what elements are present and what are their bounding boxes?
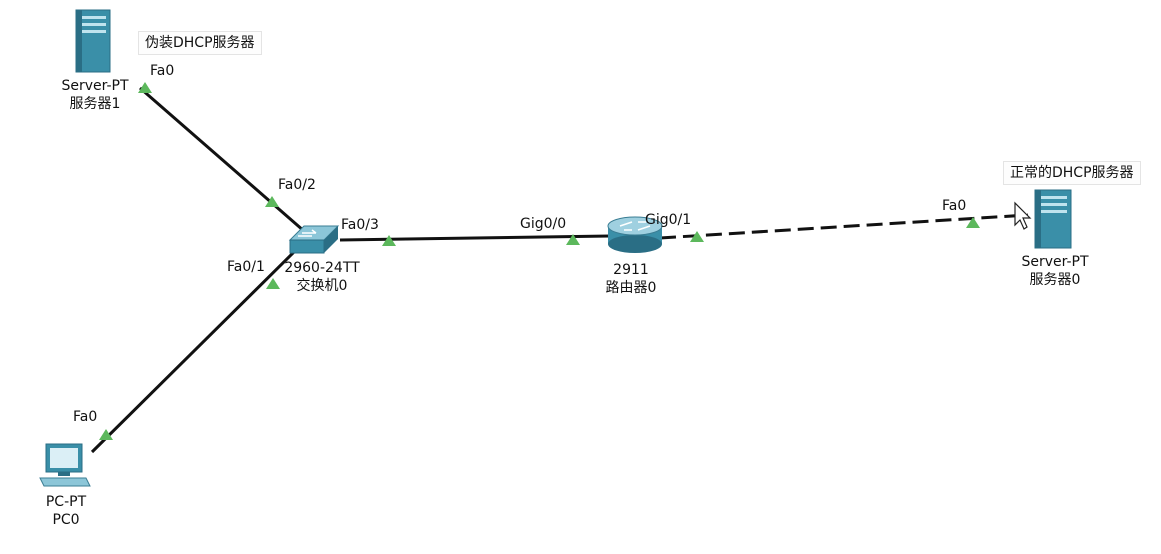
link-pc0-switch0[interactable] <box>90 248 298 454</box>
switch0-icon[interactable] <box>288 225 340 254</box>
port-indicator-router-gig00 <box>566 234 580 245</box>
switch0-port-fa02-label: Fa0/2 <box>278 177 316 193</box>
port-indicator-pc0-fa0 <box>99 429 113 440</box>
router0-icon[interactable] <box>607 216 663 253</box>
server1-note: 伪装DHCP服务器 <box>138 31 262 55</box>
link-server1-switch0[interactable] <box>139 86 313 240</box>
server1-port-label: Fa0 <box>150 63 175 79</box>
pc0-name-label: PC0 <box>52 512 80 528</box>
port-indicator-switch-fa01 <box>266 278 280 289</box>
router0-model-label: 2911 <box>613 262 649 278</box>
router0-name-label: 路由器0 <box>605 280 657 296</box>
link-router0-server0[interactable] <box>659 213 1029 240</box>
switch0-port-fa03-label: Fa0/3 <box>341 217 379 233</box>
port-indicator-switch-fa03 <box>382 235 396 246</box>
router0-port-gig01-label: Gig0/1 <box>645 212 692 228</box>
port-indicator-router-gig01 <box>690 231 704 242</box>
pc0-model-label: PC-PT <box>45 494 87 510</box>
mouse-cursor-icon <box>1014 201 1032 230</box>
switch0-port-fa01-label: Fa0/1 <box>227 259 265 275</box>
port-indicator-switch-fa02 <box>265 196 279 207</box>
switch0-model-label: 2960-24TT <box>284 260 360 276</box>
server0-model-label: Server-PT <box>1021 254 1089 270</box>
port-indicator-server1-fa0 <box>138 82 152 93</box>
pc0-port-label: Fa0 <box>73 409 98 425</box>
link-switch0-router0[interactable] <box>339 234 611 242</box>
server0-icon[interactable] <box>1034 189 1072 249</box>
switch0-name-label: 交换机0 <box>296 278 348 294</box>
server0-name-label: 服务器0 <box>1029 272 1081 288</box>
server1-model-label: Server-PT <box>61 78 129 94</box>
pc0-icon[interactable] <box>39 443 91 487</box>
server0-note: 正常的DHCP服务器 <box>1003 161 1141 185</box>
server1-icon[interactable] <box>75 9 111 73</box>
router0-port-gig00-label: Gig0/0 <box>520 216 567 232</box>
port-indicator-server0-fa0 <box>966 217 980 228</box>
server0-port-label: Fa0 <box>942 198 967 214</box>
server1-name-label: 服务器1 <box>69 96 121 112</box>
